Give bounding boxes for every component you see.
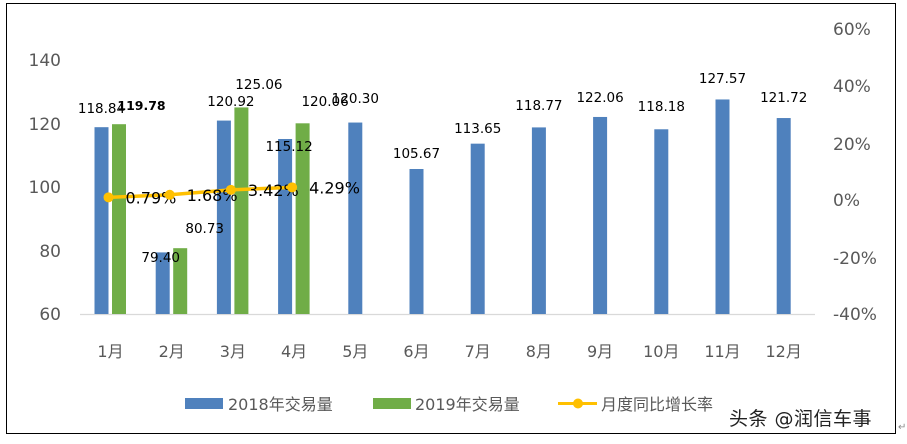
growth-marker xyxy=(225,184,236,195)
y-right-tick: 60% xyxy=(833,20,871,40)
x-category-label: 6月 xyxy=(403,342,429,361)
growth-value-label: 4.29% xyxy=(309,178,360,197)
legend-label-2018: 2018年交易量 xyxy=(228,395,333,414)
y-left-tick: 100 xyxy=(29,178,61,198)
legend-label-growth: 月度同比增长率 xyxy=(601,395,713,414)
bar-2018 xyxy=(715,99,730,315)
bar-2019-value: 119.78 xyxy=(117,98,165,113)
y-right-tick: -20% xyxy=(833,249,877,269)
bar-2019 xyxy=(173,248,188,314)
legend-marker-icon xyxy=(573,398,583,409)
y-right-tick: 0% xyxy=(833,191,860,211)
bar-2018 xyxy=(348,122,363,314)
y-right-tick: -40% xyxy=(833,305,877,325)
bar-2019-value: 120.06 xyxy=(301,94,348,110)
chart-frame xyxy=(6,3,896,434)
bar-2019 xyxy=(295,123,310,314)
bar-2018 xyxy=(155,252,170,314)
bar-2018-value: 121.72 xyxy=(760,90,807,106)
bar-2019-value: 125.06 xyxy=(235,77,282,93)
bar-2018-value: 79.40 xyxy=(141,250,180,266)
x-category-label: 12月 xyxy=(766,342,802,361)
legend-label-2019: 2019年交易量 xyxy=(415,395,520,414)
x-category-label: 11月 xyxy=(704,342,740,361)
bar-2018 xyxy=(531,127,546,315)
bar-2018 xyxy=(409,168,424,314)
growth-marker xyxy=(103,192,114,203)
x-category-label: 4月 xyxy=(281,342,307,361)
x-category-label: 3月 xyxy=(220,342,246,361)
bar-2018-value: 118.18 xyxy=(638,99,685,115)
bar-2018-value: 115.12 xyxy=(265,139,312,155)
bar-2018-value: 120.30 xyxy=(332,91,379,107)
growth-value-label: 0.79% xyxy=(126,188,177,207)
bar-2018-value: 118.77 xyxy=(515,98,562,114)
growth-rate-line: 0.79% 1.68% 3.42% 4.29% xyxy=(103,178,360,207)
x-category-label: 2月 xyxy=(159,342,185,361)
bar-2018-value: 105.67 xyxy=(393,146,440,162)
y-left-tick: 120 xyxy=(29,115,61,135)
bar-2018 xyxy=(470,143,485,314)
growth-value-label: 3.42% xyxy=(248,181,299,200)
bar-2018 xyxy=(776,118,791,314)
y-axis-right: 60% 40% 20% 0% -20% -40% xyxy=(833,20,877,325)
bar-2018 xyxy=(654,129,669,314)
y-right-tick: 40% xyxy=(833,77,871,97)
bar-2019 xyxy=(234,107,249,314)
x-category-label: 5月 xyxy=(342,342,368,361)
y-right-tick: 20% xyxy=(833,135,871,155)
x-category-label: 1月 xyxy=(97,342,123,361)
legend: 2018年交易量 2019年交易量 月度同比增长率 xyxy=(185,395,713,414)
bar-2018 xyxy=(94,127,109,314)
bar-2018-value: 118.84 xyxy=(78,101,125,117)
bar-2018-value: 120.92 xyxy=(207,94,254,110)
watermark: 头条 @润信车事 xyxy=(727,404,877,431)
bar-2018 xyxy=(278,138,293,314)
x-category-label: 8月 xyxy=(526,342,552,361)
paragraph-mark-icon: ↵ xyxy=(898,422,907,433)
x-category-label: 9月 xyxy=(587,342,613,361)
bar-2018-value: 122.06 xyxy=(576,90,623,106)
growth-marker xyxy=(164,189,175,200)
bar-2019-value: 80.73 xyxy=(185,221,224,237)
bars-group xyxy=(94,99,791,315)
bar-2018 xyxy=(216,120,231,314)
y-left-tick: 60 xyxy=(39,305,61,325)
x-axis-categories: 1月 2月 3月 4月 5月 6月 7月 8月 9月 10月 11月 12月 xyxy=(97,342,801,361)
bar-2018-value: 127.57 xyxy=(699,71,746,87)
bar-2018-value: 113.65 xyxy=(454,121,501,137)
y-left-tick: 80 xyxy=(39,242,61,262)
x-category-label: 10月 xyxy=(643,342,679,361)
y-left-tick: 140 xyxy=(29,51,61,71)
bar-2018 xyxy=(593,116,608,314)
growth-marker xyxy=(287,182,298,193)
legend-swatch-2018 xyxy=(185,398,223,409)
growth-value-label: 1.68% xyxy=(187,186,238,205)
legend-swatch-2019 xyxy=(373,398,411,409)
y-axis-left: 140 120 100 80 60 xyxy=(29,51,61,325)
bar-2019 xyxy=(112,124,126,314)
growth-line-path xyxy=(108,185,293,200)
x-category-label: 7月 xyxy=(465,342,491,361)
